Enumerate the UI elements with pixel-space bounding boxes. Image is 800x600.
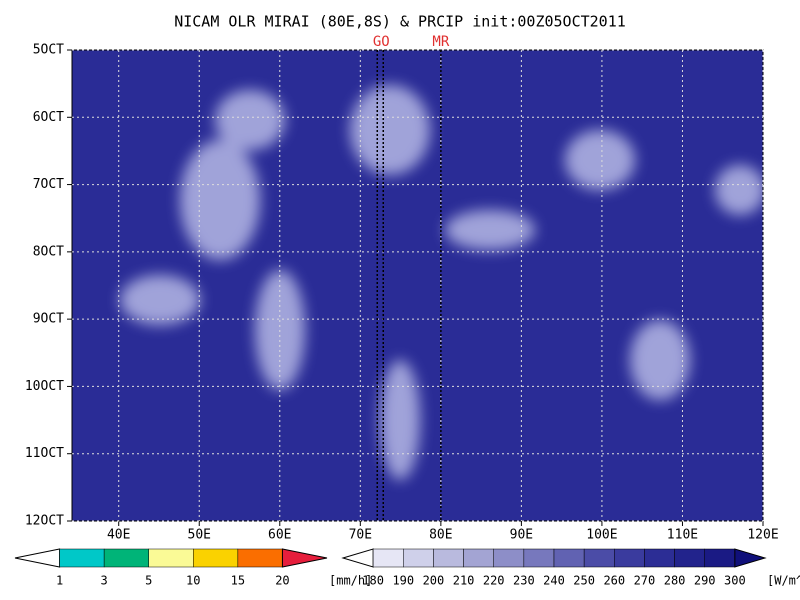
x-tick-label: 70E [349,528,372,543]
colorbar-label: 260 [603,574,625,588]
y-tick-label: 5OCT [33,43,64,58]
colorbar-label: 10 [186,574,200,588]
cloud-patch [380,360,420,480]
colorbar-box [553,548,585,568]
colorbar-unit: [mm/h] [329,574,372,588]
x-tick-label: 40E [107,528,130,543]
colorbar-box [193,548,239,568]
colorbar-label: 5 [145,574,152,588]
colorbar-box [704,548,736,568]
colorbar-box [614,548,645,568]
colorbar-label: 290 [694,574,716,588]
colorbar-arrow [281,548,328,568]
cloud-patch [565,130,635,190]
colorbar-box [372,548,404,568]
colorbar-label: 220 [483,574,505,588]
cloud-patch [445,210,535,250]
colorbar-label: 240 [543,574,565,588]
colorbar-box [403,548,434,568]
x-tick-label: 100E [586,528,617,543]
cloud-patch [350,85,430,175]
colorbar-unit: [W/m^2] [767,574,800,588]
x-tick-label: 60E [268,528,291,543]
colorbar-label: 270 [634,574,656,588]
colorbar-box [674,548,705,568]
colorbar-box [103,548,149,568]
colorbar-box [583,548,615,568]
y-tick-label: 9OCT [33,312,64,327]
colorbar-label: 280 [664,574,686,588]
site-marker-label: MR [432,34,449,50]
colorbar-label: 210 [453,574,475,588]
colorbar-label: 3 [101,574,108,588]
chart-title: NICAM OLR MIRAI (80E,8S) & PRCIP init:00… [174,13,626,31]
colorbar-label: 250 [573,574,595,588]
y-tick-label: 12OCT [25,514,64,529]
cloud-patch [180,140,260,260]
colorbar-label: 15 [231,574,245,588]
cloud-patch [215,90,285,150]
colorbar-box [463,548,494,568]
cloud-patch [120,275,200,325]
colorbar-box [523,548,555,568]
colorbar-arrow [734,548,767,568]
y-tick-label: 7OCT [33,177,64,192]
colorbar-box [433,548,464,568]
colorbar-label: 200 [423,574,445,588]
y-tick-label: 6OCT [33,110,64,125]
colorbar-label: 180 [362,574,384,588]
colorbar-box [59,548,105,568]
x-tick-label: 50E [188,528,211,543]
y-tick-label: 8OCT [33,244,64,259]
colorbar-box [237,548,283,568]
cloud-patches [120,85,763,480]
colorbar-label: 300 [724,574,746,588]
cloud-patch [715,165,763,215]
colorbar-box [148,548,194,568]
x-tick-label: 120E [747,528,778,543]
colorbar-label: 20 [275,574,289,588]
colorbar-box [644,548,675,568]
cloud-patch [630,320,690,400]
colorbar-label: 1 [56,574,63,588]
colorbar-box [493,548,525,568]
x-tick-label: 80E [429,528,452,543]
y-tick-label: 11OCT [25,446,64,461]
x-tick-label: 90E [510,528,533,543]
x-tick-label: 110E [667,528,698,543]
site-marker-label: GO [373,34,390,50]
colorbar-label: 230 [513,574,535,588]
colorbar-arrow [341,548,374,568]
y-tick-label: 10OCT [25,379,64,394]
colorbar-label: 190 [392,574,414,588]
colorbar-arrow [14,548,61,568]
